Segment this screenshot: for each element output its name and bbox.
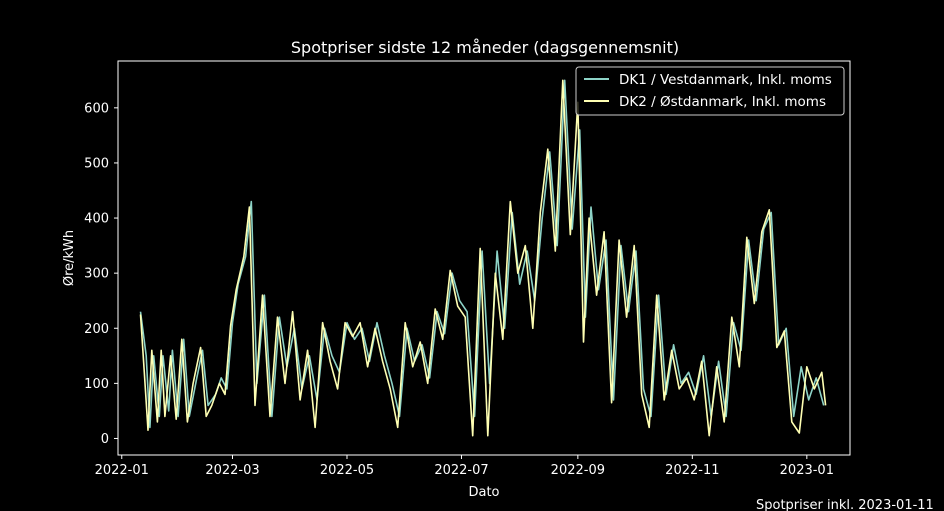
x-tick-label: 2022-07 xyxy=(434,463,488,478)
x-tick-label: 2022-05 xyxy=(320,463,374,478)
legend: DK1 / Vestdanmark, Inkl. moms DK2 / Østd… xyxy=(575,66,845,116)
x-tick-label: 2022-09 xyxy=(551,463,605,478)
legend-label-dk2: DK2 / Østdanmark, Inkl. moms xyxy=(619,94,826,110)
series-line-dk2 xyxy=(139,79,827,437)
x-tick-label: 2022-03 xyxy=(205,463,259,478)
y-tick-label: 400 xyxy=(84,212,109,227)
y-tick-label: 600 xyxy=(84,101,109,116)
y-tick-label: 200 xyxy=(84,322,109,337)
y-tick-label: 100 xyxy=(84,377,109,392)
chart-title: Spotpriser sidste 12 måneder (dagsgennem… xyxy=(291,38,679,57)
y-axis-label: Øre/kWh xyxy=(62,230,77,286)
y-tick-label: 0 xyxy=(101,432,109,447)
plot-frame xyxy=(117,60,851,456)
x-tick-label: 2022-01 xyxy=(95,463,149,478)
y-tick-label: 500 xyxy=(84,156,109,171)
x-axis: 2022-01 2022-03 2022-05 2022-07 2022-09 2022-… xyxy=(95,455,834,478)
legend-box xyxy=(575,66,845,116)
x-tick-label: 2023-01 xyxy=(780,463,834,478)
x-tick-label: 2022-11 xyxy=(665,463,719,478)
legend-label-dk1: DK1 / Vestdanmark, Inkl. moms xyxy=(619,72,832,88)
footnote: Spotpriser inkl. 2023-01-11 xyxy=(756,498,934,511)
plot-lines xyxy=(139,79,827,437)
y-axis: 0 100 200 300 400 500 600 xyxy=(84,101,118,447)
x-axis-label: Dato xyxy=(468,485,499,500)
y-tick-label: 300 xyxy=(84,267,109,282)
series-line-dk1 xyxy=(139,79,825,429)
